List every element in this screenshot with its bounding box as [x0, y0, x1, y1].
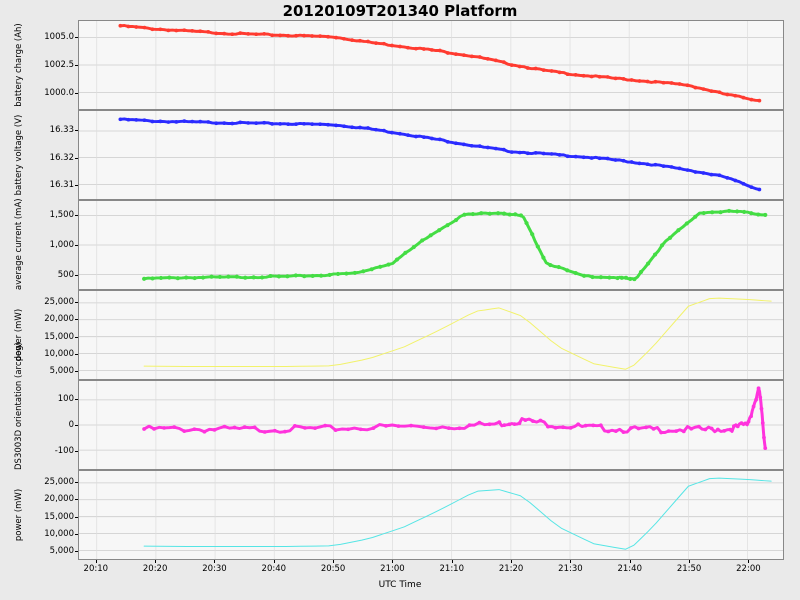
y-tick-mark — [75, 185, 78, 186]
y-tick-mark — [75, 534, 78, 536]
y-tick-mark — [75, 65, 78, 66]
x-tick-label: 22:00 — [736, 564, 761, 574]
y-tick-mark — [75, 157, 78, 159]
y-tick-mark — [75, 275, 78, 276]
y-tick-mark — [75, 245, 78, 246]
y-axis-label-battery-charge: battery charge (Ah) — [14, 23, 24, 107]
x-tick-label: 20:10 — [83, 564, 109, 574]
plot-panel-ds300-3d-orientation — [78, 380, 784, 470]
x-axis-label: UTC Time — [378, 580, 422, 590]
x-tick-mark — [214, 560, 216, 563]
y-tick-mark — [75, 499, 78, 501]
y-tick-label: 15,000 — [44, 331, 74, 342]
y-tick-label: 16.31 — [49, 180, 74, 190]
y-tick-label: 5,000 — [49, 546, 74, 557]
y-tick-mark — [75, 551, 78, 553]
y-tick-label: 10,000 — [44, 349, 74, 360]
y-tick-mark — [75, 425, 78, 426]
y-tick-label: 20,000 — [44, 494, 74, 505]
x-tick-mark — [333, 560, 335, 563]
y-tick-mark — [75, 450, 78, 452]
y-axis-label-average-current: average current (mA) — [14, 198, 24, 290]
y-tick-mark — [75, 482, 78, 484]
y-tick-mark — [75, 516, 78, 518]
y-tick-mark — [75, 354, 78, 356]
x-tick-label: 21:00 — [380, 564, 405, 574]
y-tick-label: 1005.0 — [44, 31, 74, 42]
y-tick-mark — [75, 302, 78, 304]
x-tick-mark — [273, 560, 275, 563]
x-tick-label: 21:10 — [439, 564, 465, 574]
y-tick-label: 25,000 — [44, 297, 74, 308]
x-tick-mark — [689, 560, 691, 563]
plot-panel-average-current — [78, 200, 784, 290]
x-tick-label: 20:30 — [202, 564, 227, 574]
y-tick-mark — [75, 399, 78, 401]
y-tick-mark — [75, 371, 78, 373]
plot-panel-battery-voltage — [78, 110, 784, 200]
x-tick-mark — [511, 560, 513, 563]
x-tick-mark — [451, 560, 453, 563]
x-tick-mark — [155, 560, 157, 563]
plot-panel-power-ais — [78, 470, 784, 560]
x-tick-label: 21:50 — [676, 564, 702, 574]
x-tick-mark — [570, 560, 572, 563]
y-tick-label: 0 — [68, 420, 74, 430]
y-tick-label: 16.33 — [49, 125, 74, 136]
x-tick-label: 21:20 — [498, 564, 524, 574]
page-title: 20120109T201340 Platform — [282, 2, 518, 20]
x-tick-label: 21:40 — [617, 564, 642, 574]
y-tick-label: 15,000 — [44, 511, 74, 522]
plot-panel-power-arcdeg — [78, 290, 784, 380]
y-tick-label: 1,000 — [49, 240, 74, 250]
x-tick-label: 20:20 — [142, 564, 168, 574]
y-tick-mark — [75, 130, 78, 132]
x-tick-label: 20:40 — [261, 564, 287, 574]
y-axis-label-ds300-3d-orientation: DS3003D orientation (arcdeg) — [14, 342, 24, 470]
x-tick-label: 20:50 — [320, 564, 346, 574]
y-tick-label: 16.32 — [49, 152, 74, 163]
y-axis-label-power-ais: power (mW) — [14, 488, 24, 542]
plot-panel-battery-charge — [78, 20, 784, 110]
y-tick-label: -100 — [54, 445, 74, 456]
y-tick-mark — [75, 93, 78, 95]
x-tick-mark — [629, 560, 631, 563]
y-tick-mark — [75, 36, 78, 38]
y-tick-mark — [75, 215, 78, 216]
x-tick-mark — [95, 560, 97, 563]
x-tick-mark — [392, 560, 394, 563]
y-axis-label-battery-voltage: battery voltage (V) — [14, 114, 24, 196]
y-tick-label: 25,000 — [44, 477, 74, 488]
y-tick-label: 1,500 — [49, 210, 74, 220]
y-tick-label: 5,000 — [49, 366, 74, 377]
y-tick-label: 500 — [57, 270, 74, 280]
x-tick-label: 21:30 — [558, 564, 583, 574]
y-tick-mark — [75, 336, 78, 338]
y-tick-label: 1002.5 — [44, 60, 74, 70]
y-tick-label: 1000.0 — [44, 88, 74, 99]
y-tick-label: 100 — [57, 394, 74, 405]
y-tick-label: 10,000 — [44, 529, 74, 540]
y-tick-mark — [75, 319, 78, 321]
x-tick-mark — [748, 560, 750, 563]
y-tick-label: 20,000 — [44, 314, 74, 325]
